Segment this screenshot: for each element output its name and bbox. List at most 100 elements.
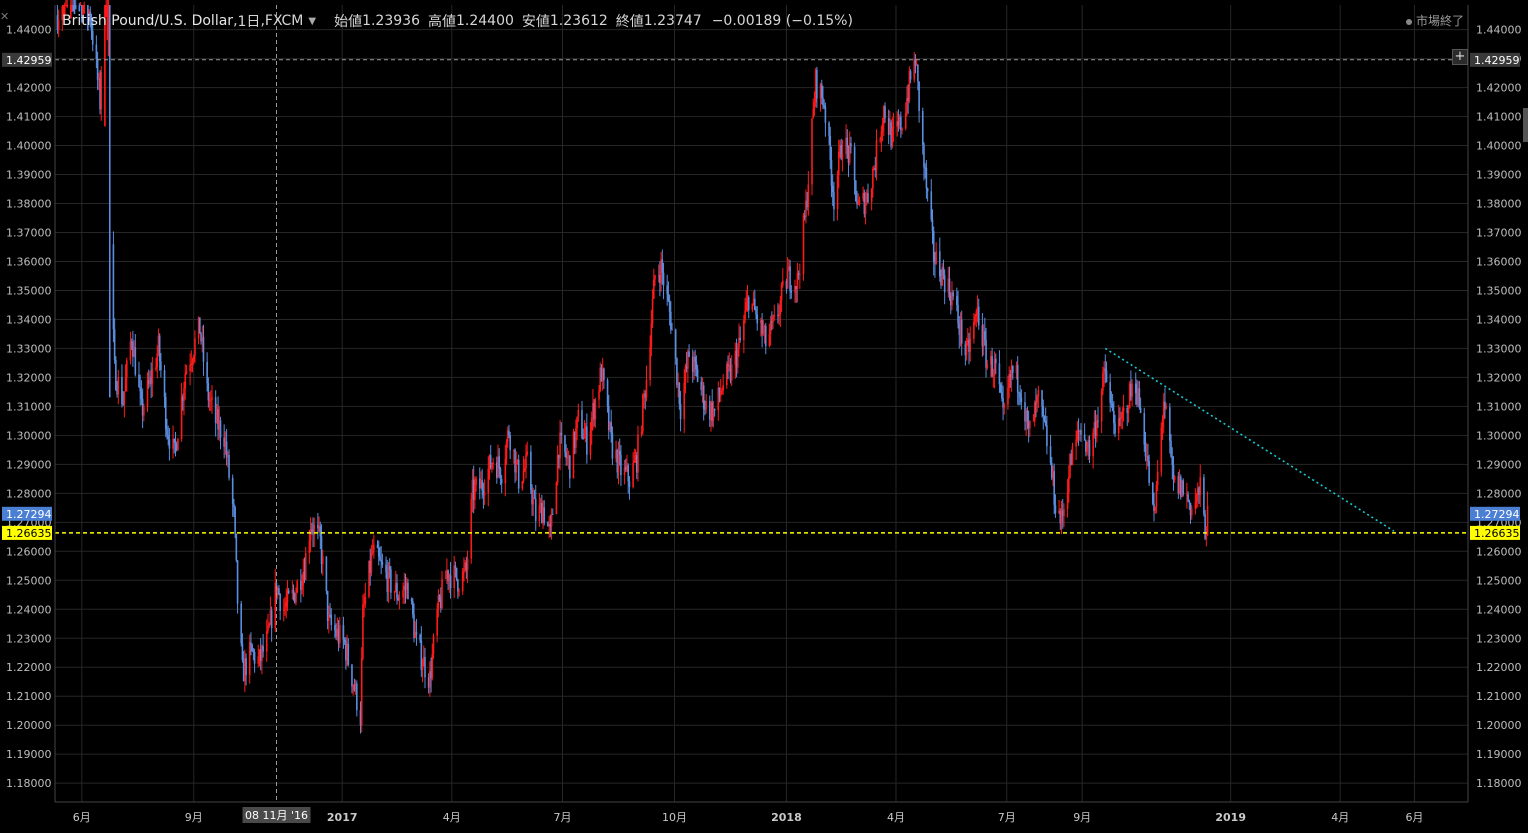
candle-body: [106, 5, 109, 41]
overlay-lines: [55, 5, 1468, 802]
candle-body: [1126, 407, 1129, 413]
candle-body: [771, 321, 773, 323]
candle-body: [603, 368, 605, 381]
candle-body: [95, 44, 98, 59]
candle-body: [695, 362, 698, 370]
candle-body: [727, 364, 729, 366]
chevron-down-icon[interactable]: ▼: [308, 15, 317, 27]
candle-body: [657, 275, 660, 277]
candle-body: [938, 251, 941, 277]
y-tick-label-right: 1.38000: [1476, 198, 1522, 211]
candle-body: [645, 380, 648, 398]
candle-body: [258, 649, 261, 657]
collapse-icon[interactable]: ✕: [0, 10, 10, 23]
candle-body: [1179, 476, 1182, 498]
candle-body: [841, 153, 844, 160]
candle-body: [525, 454, 527, 469]
candle-body: [940, 276, 942, 286]
candle-body: [932, 231, 935, 262]
candle-body: [278, 588, 280, 595]
candle-body: [269, 610, 272, 625]
candle-body: [873, 167, 875, 169]
symbol-header: British Pound/U.S. Dollar, 1日, FXCM ▼ 始値…: [62, 13, 853, 30]
crosshair-price-tag-left: [2, 52, 52, 67]
candle-body: [407, 582, 409, 600]
candle-body: [975, 310, 978, 317]
candle-body: [252, 651, 255, 653]
candle-body: [244, 658, 246, 682]
candle-body: [906, 98, 908, 113]
candle-body: [785, 280, 788, 289]
side-panel-handle[interactable]: [1523, 108, 1528, 142]
y-tick-label-left: 1.36000: [6, 255, 52, 268]
candle-body: [293, 593, 296, 603]
candle-body: [789, 266, 791, 291]
candle-body: [1173, 476, 1176, 480]
y-tick-label-left: 1.39000: [6, 169, 52, 182]
candle-body: [386, 572, 389, 593]
candle-body: [559, 432, 561, 459]
candle-body: [1147, 456, 1149, 462]
candle-body: [362, 604, 364, 659]
candle-body: [530, 451, 532, 491]
candle-body: [1058, 510, 1060, 514]
candle-body: [829, 136, 832, 161]
candle-body: [1177, 476, 1180, 493]
candle-body: [573, 431, 576, 448]
candle-body: [279, 594, 281, 611]
candle-body: [151, 369, 154, 384]
candle-body: [600, 367, 603, 382]
candle-body: [492, 462, 494, 465]
candle-body: [444, 577, 447, 579]
candle-body: [177, 439, 179, 451]
candle-body: [730, 364, 733, 381]
candle-body: [900, 116, 902, 131]
candle-body: [414, 632, 417, 638]
candle-body: [66, 5, 68, 8]
y-tick-label-left: 1.38000: [6, 198, 52, 211]
candle-body: [292, 590, 295, 594]
x-tick-label: 9月: [1073, 811, 1091, 824]
candle-body: [140, 391, 143, 400]
candle-body: [883, 106, 885, 124]
add-alert-button[interactable]: +: [1452, 49, 1468, 65]
candle-body: [1117, 418, 1120, 434]
candle-body: [90, 21, 93, 31]
candle-body: [79, 5, 82, 6]
exchange[interactable]: FXCM: [264, 13, 304, 29]
candle-body: [1160, 427, 1163, 472]
candle-body: [921, 110, 924, 145]
candle-body: [364, 596, 367, 604]
candle-body: [1181, 480, 1183, 498]
candle-body: [735, 350, 738, 368]
candle-body: [598, 390, 600, 400]
candle-body: [89, 11, 92, 22]
candle-body: [1204, 514, 1206, 539]
candle-body: [891, 128, 894, 147]
candle-body: [670, 311, 672, 330]
candle-body: [555, 482, 558, 514]
y-tick-label-left: 1.24000: [6, 603, 52, 616]
symbol-name[interactable]: British Pound/U.S. Dollar: [62, 13, 234, 29]
candle-body: [781, 280, 784, 286]
candle-body: [994, 358, 997, 364]
candle-body: [300, 581, 302, 590]
candle-body: [313, 524, 316, 535]
candle-body: [233, 503, 235, 508]
candle-body: [907, 98, 909, 101]
candle-body: [746, 297, 749, 303]
candle-body: [711, 402, 714, 421]
candle-body: [356, 683, 358, 711]
candle-body: [1086, 448, 1088, 452]
candle-body: [1016, 365, 1019, 393]
interval[interactable]: 1日: [237, 14, 261, 30]
candle-body: [422, 656, 425, 667]
candle-body: [805, 200, 807, 218]
candle-body: [797, 273, 800, 275]
candle-body: [1188, 500, 1191, 504]
candle-body: [539, 502, 542, 506]
trend-line: [1104, 347, 1395, 532]
candle-body: [107, 5, 110, 57]
